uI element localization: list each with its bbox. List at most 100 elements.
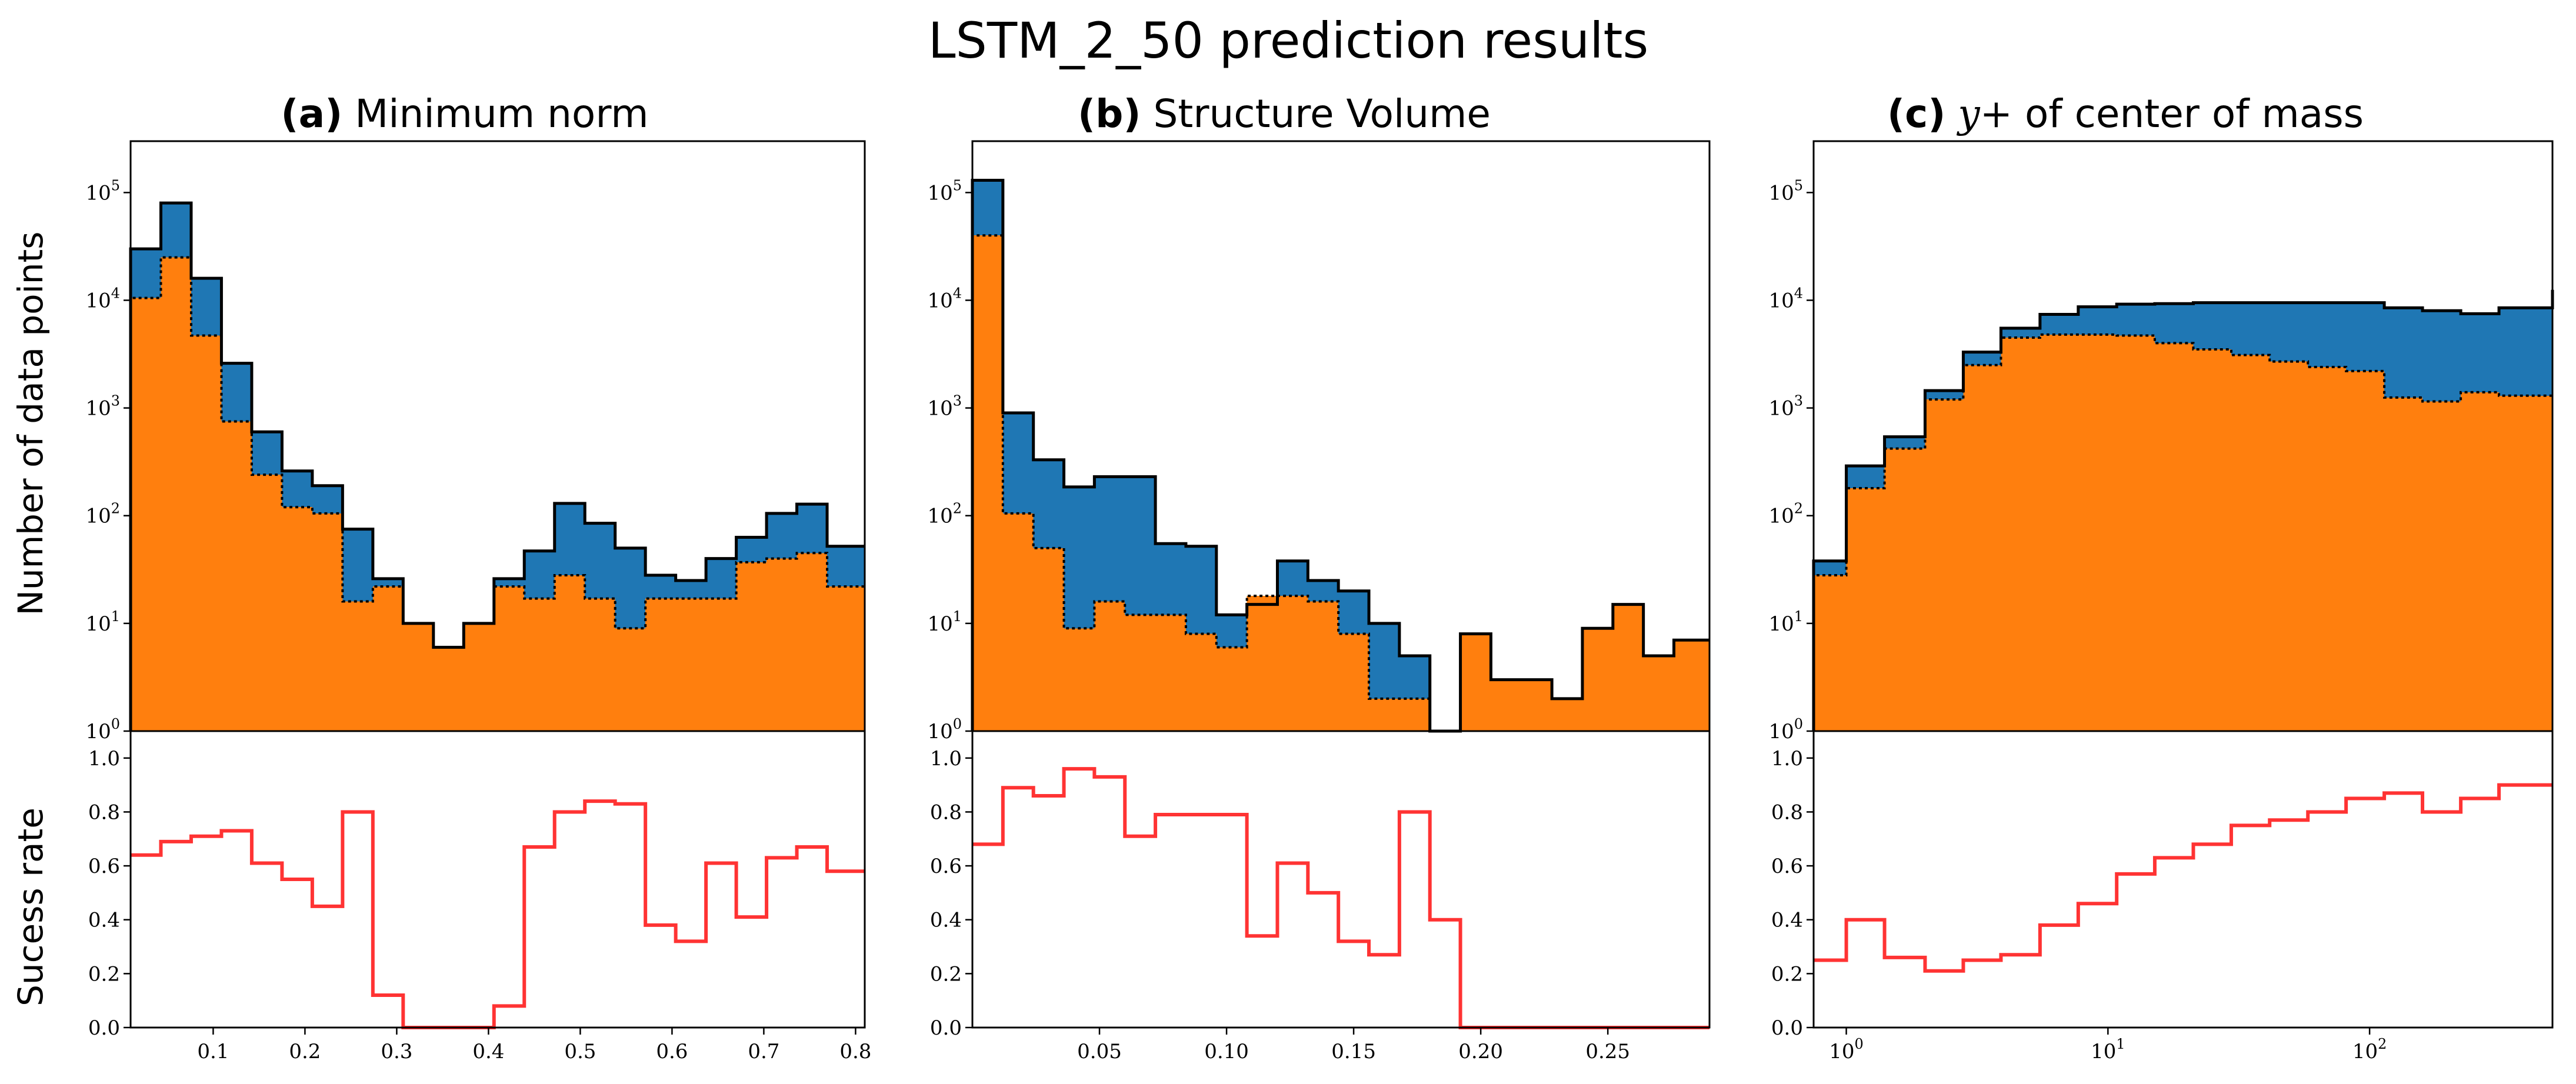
- y-tick-label: 100: [85, 716, 120, 743]
- x-tick-label: 0.6: [656, 1040, 688, 1063]
- correct-bar: [1094, 601, 1125, 731]
- correct-bar: [736, 562, 767, 731]
- correct-bar: [2461, 392, 2500, 731]
- correct-bar: [1033, 548, 1064, 731]
- success-rate-plot: 0.0 0.2 0.4 0.6 0.8 1.0 100 101 102: [1771, 730, 2554, 1063]
- correct-bar: [1155, 615, 1186, 731]
- correct-outline: [971, 234, 1709, 732]
- panel-text: Minimum norm: [342, 91, 648, 136]
- success-rate-plot: 0.0 0.2 0.4 0.6 0.8 1.0 0.05 0.10 0.15 0.20 0.25: [930, 730, 1711, 1063]
- correct-bar: [827, 586, 865, 731]
- x-tick-label: 102: [2352, 1036, 2387, 1063]
- correct-outline: [1812, 333, 2554, 731]
- correct-bar: [767, 558, 797, 731]
- panel-title: (a) Minimum norm: [281, 91, 648, 136]
- correct-bar: [251, 475, 282, 731]
- y-tick-label: 105: [927, 177, 962, 205]
- correct-bar: [615, 628, 646, 731]
- y-tick-label: 0.8: [930, 801, 962, 824]
- correct-bar: [372, 586, 404, 731]
- panel-yplus-center-of-mass: (c) y+ of center of mass 100 101 102 103 104…: [1768, 91, 2554, 1063]
- correct-bar: [1963, 365, 2001, 731]
- correct-bar: [2270, 361, 2308, 731]
- count-histogram: 100 101 102 103 104 105: [1768, 140, 2554, 743]
- correct-bar: [675, 598, 707, 731]
- success-rate-line: [1814, 783, 2552, 973]
- y-tick-label: 0.2: [88, 962, 120, 986]
- correct-bar: [221, 421, 252, 731]
- y-tick-label: 0.4: [88, 909, 120, 932]
- correct-bar: [554, 575, 585, 731]
- correct-bar: [2231, 355, 2270, 731]
- correct-bar: [161, 257, 191, 731]
- y-tick-label: 0.2: [930, 962, 962, 986]
- correct-bar: [1582, 628, 1613, 731]
- y-tick-label: 100: [927, 716, 962, 743]
- x-tick-label: 0.7: [748, 1040, 779, 1063]
- correct-bar: [585, 598, 615, 731]
- x-tick-label: 0.25: [1585, 1040, 1630, 1063]
- correct-bar: [1925, 399, 1964, 731]
- correct-bar: [1247, 596, 1278, 731]
- total-outline: [1812, 289, 2554, 731]
- y-tick-label: 104: [1768, 285, 1803, 312]
- correct-bar: [2154, 343, 2194, 731]
- correct-bar: [433, 647, 464, 731]
- panel-text: Structure Volume: [1141, 91, 1491, 136]
- y-tick-label: 101: [927, 608, 962, 636]
- y-tick-label: 104: [927, 285, 962, 312]
- y-tick-label: 0.8: [88, 801, 120, 824]
- correct-bar: [2001, 338, 2040, 731]
- ylabel-success-rate: Sucess rate: [11, 808, 51, 1006]
- correct-bar: [706, 598, 737, 731]
- correct-bar: [1491, 679, 1522, 731]
- x-tick-label: 0.1: [197, 1040, 229, 1063]
- correct-bar: [342, 601, 373, 731]
- correct-bar: [2499, 395, 2552, 731]
- panel-letter: (c): [1887, 91, 1945, 136]
- correct-bar: [2193, 349, 2231, 731]
- y-tick-label: 1.0: [930, 747, 962, 771]
- correct-bar: [1369, 698, 1399, 731]
- x-tick-label: 0.4: [472, 1040, 504, 1063]
- y-tick-label: 102: [927, 501, 962, 528]
- y-tick-label: 0.0: [1771, 1016, 1803, 1040]
- y-tick-label: 105: [85, 177, 120, 205]
- x-tick-label: 0.20: [1458, 1040, 1503, 1063]
- x-tick-label: 0.3: [381, 1040, 412, 1063]
- panel-math-symbol: y+: [1956, 91, 2012, 136]
- bottom-axes-frame: [129, 730, 866, 1029]
- correct-bar: [2422, 401, 2461, 731]
- correct-bar: [1846, 488, 1885, 731]
- panel-structure-volume: (b) Structure Volume 100101102103104105 …: [927, 91, 1711, 1063]
- correct-bar: [464, 623, 494, 731]
- x-tick-label: 0.8: [839, 1040, 871, 1063]
- success-rate-line: [131, 799, 865, 1029]
- x-tick-label: 0.5: [564, 1040, 596, 1063]
- correct-bar: [191, 335, 222, 731]
- correct-bar: [972, 235, 1003, 731]
- correct-bar: [1884, 448, 1925, 731]
- y-tick-label: 102: [1768, 501, 1803, 528]
- panel-title: (b) Structure Volume: [1078, 91, 1491, 136]
- correct-bar: [131, 298, 161, 731]
- x-tick-label: 100: [1829, 1036, 1864, 1063]
- panel-letter: (a): [281, 91, 342, 136]
- x-tick-label: 101: [2091, 1036, 2125, 1063]
- x-tick-label: 0.15: [1331, 1040, 1376, 1063]
- correct-bar: [282, 507, 312, 731]
- correct-bar: [1002, 513, 1034, 731]
- correct-bar: [1643, 656, 1674, 731]
- correct-bar: [1277, 596, 1308, 731]
- y-tick-label: 100: [1768, 716, 1803, 743]
- y-tick-label: 104: [85, 285, 120, 312]
- x-tick-label: 0.10: [1204, 1040, 1249, 1063]
- success-rate-plot: 0.0 0.2 0.4 0.6 0.8 1.0 0.1 0.2 0.3 0.4 0.5 0.6 0.7 0…: [88, 730, 871, 1063]
- correct-bar: [2117, 335, 2155, 731]
- correct-bar: [2346, 371, 2385, 731]
- correct-bar: [2040, 334, 2078, 731]
- y-tick-label: 0.6: [930, 855, 962, 878]
- correct-bar: [1612, 604, 1644, 731]
